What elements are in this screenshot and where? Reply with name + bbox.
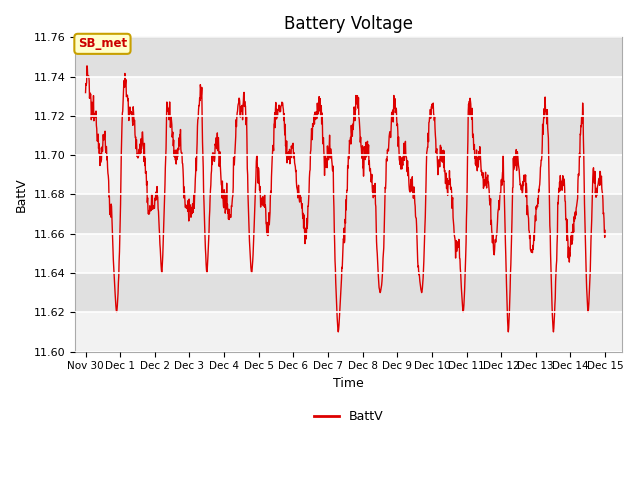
Bar	[75, 194, 622, 234]
Bar	[75, 312, 622, 351]
Bar	[75, 155, 622, 194]
Y-axis label: BattV: BattV	[15, 177, 28, 212]
Bar	[75, 273, 622, 312]
Bar	[75, 234, 622, 273]
Title: Battery Voltage: Battery Voltage	[284, 15, 413, 33]
X-axis label: Time: Time	[333, 377, 364, 390]
Bar	[75, 116, 622, 155]
Text: SB_met: SB_met	[78, 37, 127, 50]
Bar	[75, 37, 622, 77]
Legend: BattV: BattV	[309, 405, 388, 428]
Bar	[75, 77, 622, 116]
